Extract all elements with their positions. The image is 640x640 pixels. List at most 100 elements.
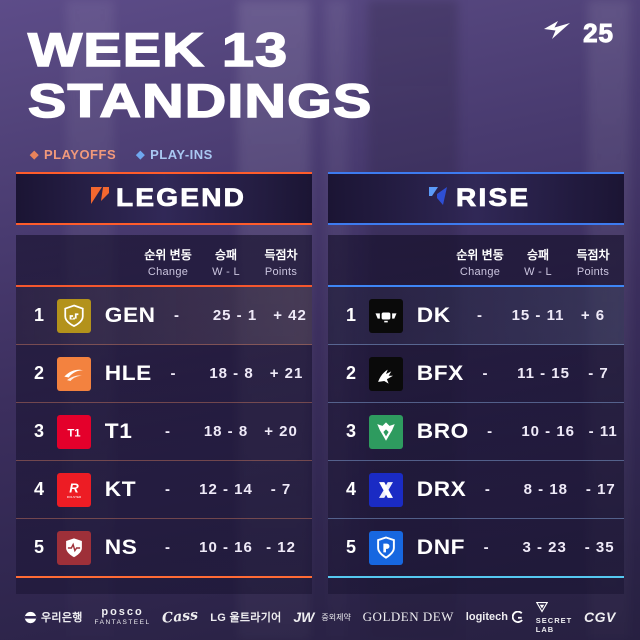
playins-diamond-icon: ◆: [136, 149, 146, 161]
title-line-2: STANDINGS: [27, 74, 373, 127]
svg-text:R: R: [69, 480, 79, 495]
points-value: - 7: [588, 365, 609, 382]
team-row-drx: 4 DRX - 8 - 18 - 17: [328, 461, 624, 519]
change-column-header: 순위 변동 Change: [456, 248, 504, 278]
points-value: + 21: [269, 365, 304, 382]
sponsor-secret: SECRET LAB: [535, 601, 573, 634]
playoffs-diamond-icon: ◆: [30, 149, 39, 161]
t1-logo-icon: T1: [57, 414, 91, 449]
sponsor-sublabel: FANTASTEEL: [94, 619, 151, 627]
sponsor-label: SECRET: [535, 616, 573, 625]
logitech-g-icon: [511, 611, 524, 623]
rank-number: 5: [345, 537, 356, 557]
rank-number: 5: [33, 537, 44, 557]
legend-group-banner: LEGEND: [16, 172, 312, 225]
season-number: 25: [583, 18, 614, 49]
bfx-logo-icon: [369, 356, 403, 391]
win-loss-value: 25 - 1: [212, 307, 258, 324]
kt-logo-icon: R ROLSTER: [57, 472, 91, 507]
dk-logo-icon: [369, 298, 403, 333]
sponsor-label: CGV: [584, 609, 616, 625]
group-name: RISE: [456, 184, 531, 213]
standings-tables: LEGEND 순위 변동 Change 승패 W - L 득점차 Points: [16, 172, 624, 594]
legend-group-icon: [88, 184, 112, 213]
change-column-header: 순위 변동 Change: [144, 248, 192, 278]
points-value: + 6: [580, 307, 606, 324]
playoffs-label: PLAYOFFS: [43, 147, 117, 162]
group-legend: LEGEND 순위 변동 Change 승패 W - L 득점차 Points: [16, 172, 312, 594]
sponsor-logitech: logitech: [466, 611, 524, 623]
playins-key: ◆ PLAY-INS: [136, 147, 213, 162]
team-abbreviation: KT: [104, 477, 137, 501]
sponsor-jw: JW 중외제약: [293, 609, 350, 625]
column-headers: 순위 변동 Change 승패 W - L 득점차 Points: [16, 235, 312, 287]
group-name: LEGEND: [116, 184, 247, 213]
sponsor-label: JW: [293, 609, 315, 625]
svg-text:ROLSTER: ROLSTER: [67, 494, 82, 498]
team-row-bro: 3 BRO - 10 - 16 - 11: [328, 403, 624, 461]
team-abbreviation: GEN: [104, 303, 156, 327]
sponsor-label: logitech: [465, 611, 508, 623]
win-loss-value: 10 - 16: [521, 423, 576, 440]
rise-team-rows: 1 DK - 15 - 11 + 6 2 BFX - 11 - 15 - 7 3 BRO - 10 - 1…: [328, 287, 624, 578]
hle-logo-icon: [57, 356, 91, 391]
sponsor-sublabel: LAB: [535, 624, 555, 634]
win-loss-value: 3 - 23: [522, 539, 567, 556]
sponsor-lg-울트라기어: LG 울트라기어: [210, 609, 281, 625]
wl-column-header: 승패 W - L: [524, 248, 552, 278]
team-row-t1: 3 T1 T1 - 18 - 8 + 20: [16, 403, 312, 461]
points-value: - 7: [270, 481, 292, 498]
team-abbreviation: T1: [104, 419, 133, 443]
team-row-hle: 2 HLE - 18 - 8 + 21: [16, 345, 312, 403]
change-value: -: [170, 365, 177, 382]
ns-logo-icon: [57, 530, 91, 565]
rank-number: 3: [345, 421, 356, 441]
change-value: -: [165, 423, 171, 440]
sponsor-label: LG 울트라기어: [210, 612, 282, 624]
rise-group-icon: [425, 184, 449, 213]
team-row-kt: 4 R ROLSTER KT - 12 - 14 - 7: [16, 461, 312, 519]
rank-number: 1: [345, 305, 356, 325]
sponsor-label: 우리은행: [41, 612, 83, 624]
win-loss-value: 12 - 14: [199, 481, 253, 498]
group-rise: RISE 순위 변동 Change 승패 W - L 득점차 Points: [328, 172, 624, 594]
change-value: -: [482, 365, 489, 382]
rank-number: 1: [33, 305, 44, 325]
win-loss-value: 15 - 11: [511, 307, 565, 324]
rank-number: 4: [33, 479, 44, 499]
team-row-dnf: 5 DNF - 3 - 23 - 35: [328, 519, 624, 578]
woori-bank-icon: [24, 611, 37, 624]
team-abbreviation: DK: [416, 303, 451, 327]
dnf-logo-icon: [369, 530, 403, 565]
change-value: -: [483, 539, 490, 556]
title-line-1: WEEK 13: [27, 23, 289, 76]
playins-label: PLAY-INS: [150, 147, 213, 162]
gen-logo-icon: [57, 298, 91, 333]
team-abbreviation: BRO: [416, 419, 469, 443]
page-title: WEEK 13 STANDINGS: [27, 23, 372, 127]
qualification-key: ◆ PLAYOFFS ◆ PLAY-INS: [30, 147, 213, 162]
sponsor-bar: 우리은행 posco FANTASTEEL Cass LG 울트라기어 JW 중외제약 GOL…: [0, 599, 640, 635]
change-value: -: [477, 307, 483, 324]
team-row-gen: 1 GEN - 25 - 1 + 42: [16, 287, 312, 345]
rank-number: 4: [345, 479, 356, 499]
wl-column-header: 승패 W - L: [212, 248, 240, 278]
team-abbreviation: BFX: [416, 361, 464, 385]
rank-number: 2: [33, 363, 44, 383]
points-value: - 11: [588, 423, 618, 440]
rise-group-banner: RISE: [328, 172, 624, 225]
points-value: + 20: [264, 423, 298, 440]
rank-number: 2: [345, 363, 356, 383]
team-abbreviation: HLE: [104, 361, 152, 385]
win-loss-value: 10 - 16: [199, 539, 253, 556]
bro-logo-icon: [369, 414, 403, 449]
sponsor-posco: posco FANTASTEEL: [95, 607, 151, 627]
team-abbreviation: DNF: [416, 535, 466, 559]
sponsor-label: Cass: [161, 607, 200, 627]
points-column-header: 득점차 Points: [264, 248, 298, 278]
win-loss-value: 18 - 8: [203, 423, 249, 440]
points-column-header: 득점차 Points: [576, 248, 610, 278]
points-value: + 42: [273, 307, 307, 324]
rank-number: 3: [33, 421, 44, 441]
